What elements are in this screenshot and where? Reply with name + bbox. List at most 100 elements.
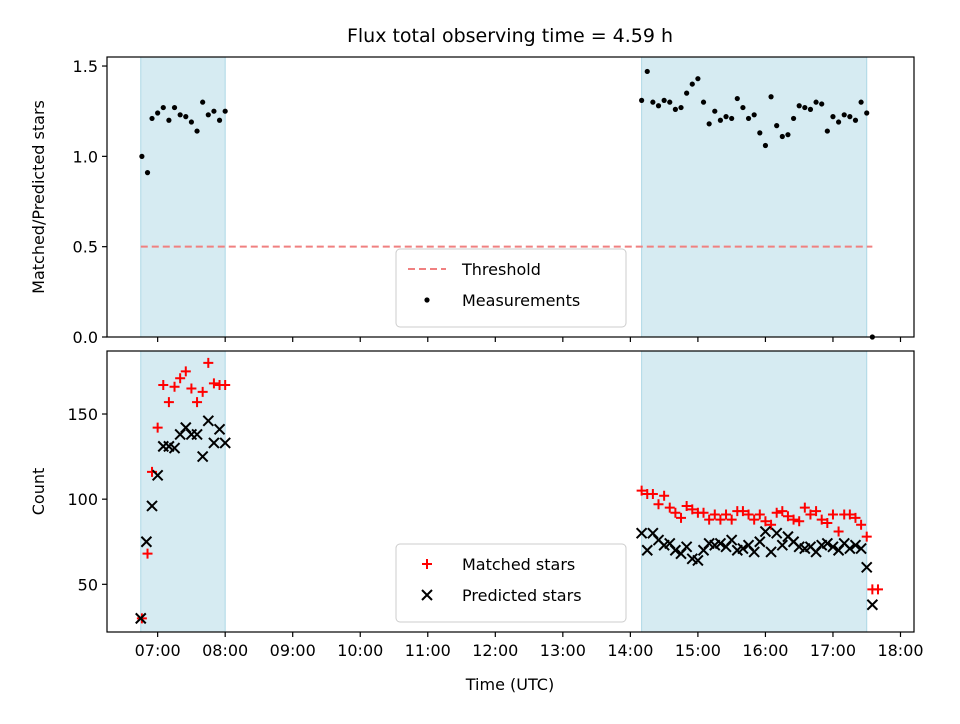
measurement-point [144, 170, 151, 176]
measurement-point [155, 110, 161, 116]
y-tick-label: 0.5 [73, 238, 98, 257]
measurement-point [639, 97, 645, 103]
measurement-point [729, 115, 735, 122]
x-axis-label: Time (UTC) [465, 675, 554, 694]
predicted-star-point [776, 539, 789, 551]
measurement-point [139, 153, 145, 159]
y-axis-label: Matched/Predicted stars [29, 100, 48, 294]
y-tick-label: 0.0 [73, 328, 98, 347]
predicted-star-point [680, 541, 693, 553]
y-axis-label: Count [29, 468, 48, 516]
y-tick-label: 50 [78, 575, 98, 594]
matched-star-point [208, 378, 219, 389]
predicted-star-point [855, 542, 867, 555]
predicted-star-point [827, 541, 839, 553]
predicted-star-point [135, 612, 147, 625]
matched-star-point [760, 516, 771, 527]
measurement-point [790, 115, 797, 122]
y-tick-label: 150 [67, 405, 98, 424]
matched-star-point [861, 531, 872, 542]
x-tick-label: 07:00 [135, 641, 181, 660]
measurement-point [734, 95, 740, 102]
measurement-point [712, 108, 718, 114]
x-tick-label: 12:00 [472, 641, 518, 660]
predicted-star-point [191, 428, 203, 441]
measurement-point [672, 106, 678, 112]
matched-star-point [872, 584, 883, 595]
matched-star-point [175, 373, 186, 384]
measurement-point [160, 104, 166, 111]
x-tick-label: 09:00 [270, 641, 316, 660]
observing-interval-0 [140, 56, 226, 338]
legend-measurements-swatch [424, 297, 430, 303]
x-tick-label: 13:00 [540, 641, 586, 660]
measurement-point [796, 103, 802, 109]
matched-star-point [794, 516, 805, 527]
matched-star-point [766, 519, 777, 530]
measurement-point [723, 114, 729, 120]
axes-frame [106, 350, 915, 633]
measurement-point [757, 130, 763, 136]
matched-star-point [827, 509, 838, 520]
measurement-point [706, 121, 712, 127]
matched-star-point [715, 514, 726, 525]
measurement-point [211, 108, 217, 114]
measurement-point [222, 108, 228, 114]
predicted-star-point [759, 525, 772, 538]
legend-predicted-swatch [421, 589, 433, 601]
measurement-point [644, 68, 650, 75]
predicted-star-point [725, 534, 738, 546]
matched-star-point [726, 514, 737, 525]
measurement-point [813, 99, 819, 105]
predicted-star-point [754, 536, 766, 548]
matched-star-point [163, 397, 174, 408]
matched-star-point [709, 509, 720, 520]
observing-interval-1 [641, 56, 868, 338]
matched-star-point [180, 366, 191, 377]
predicted-star-point [849, 539, 862, 551]
measurement-point [661, 97, 667, 103]
matched-star-point [754, 509, 765, 520]
x-tick-label: 10:00 [337, 641, 383, 660]
x-tick-label: 17:00 [810, 641, 856, 660]
matched-star-point [844, 509, 855, 520]
matched-star-point [664, 502, 675, 513]
measurement-point [762, 142, 769, 149]
predicted-star-point [669, 544, 682, 556]
matched-star-point [698, 507, 709, 518]
observing-interval-1 [641, 350, 868, 633]
measurement-point [183, 114, 189, 120]
matched-star-point [743, 509, 754, 520]
measurement-point [824, 128, 830, 134]
matched-star-point [653, 499, 664, 510]
matched-star-point [833, 526, 844, 537]
predicted-star-point [213, 423, 226, 436]
measurement-point [819, 101, 825, 107]
measurement-point [695, 76, 701, 82]
measurement-point [835, 119, 842, 125]
y-tick-label: 1.0 [73, 147, 98, 166]
legend-label: Matched stars [462, 555, 575, 574]
measurement-point [194, 128, 200, 134]
measurement-point [751, 112, 757, 118]
measurement-point [216, 117, 223, 123]
matched-star-point [811, 506, 822, 517]
matched-star-point [822, 518, 833, 529]
matched-star-point [220, 380, 231, 391]
top-axes: 0.0 0.5 1.0 1.5 Matched/Predicted stars Thres… [29, 56, 915, 347]
predicted-star-point [866, 599, 879, 611]
matched-star-point [169, 381, 180, 392]
x-tick-label: 14:00 [607, 641, 653, 660]
measurement-point [689, 81, 695, 87]
measurement-point [700, 99, 707, 105]
x-tick-label: 15:00 [675, 641, 721, 660]
matched-star-point [771, 507, 782, 518]
measurement-point [667, 99, 673, 105]
matched-star-point [676, 512, 687, 523]
predicted-star-point [219, 437, 231, 449]
matched-star-point [152, 422, 163, 433]
predicted-star-point [844, 542, 856, 555]
legend-matched-swatch [422, 559, 432, 569]
matched-star-point [192, 397, 203, 408]
